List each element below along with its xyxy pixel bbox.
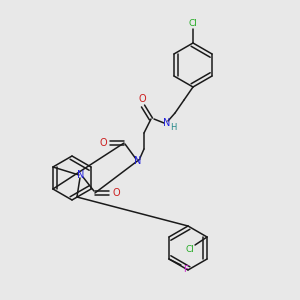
Text: H: H <box>170 124 176 133</box>
Text: Cl: Cl <box>186 245 194 254</box>
Text: N: N <box>134 156 142 166</box>
Text: O: O <box>99 138 107 148</box>
Text: N: N <box>77 170 85 180</box>
Text: Cl: Cl <box>189 19 197 28</box>
Text: N: N <box>163 118 171 128</box>
Text: O: O <box>112 188 120 198</box>
Text: O: O <box>138 94 146 104</box>
Text: F: F <box>183 265 188 274</box>
